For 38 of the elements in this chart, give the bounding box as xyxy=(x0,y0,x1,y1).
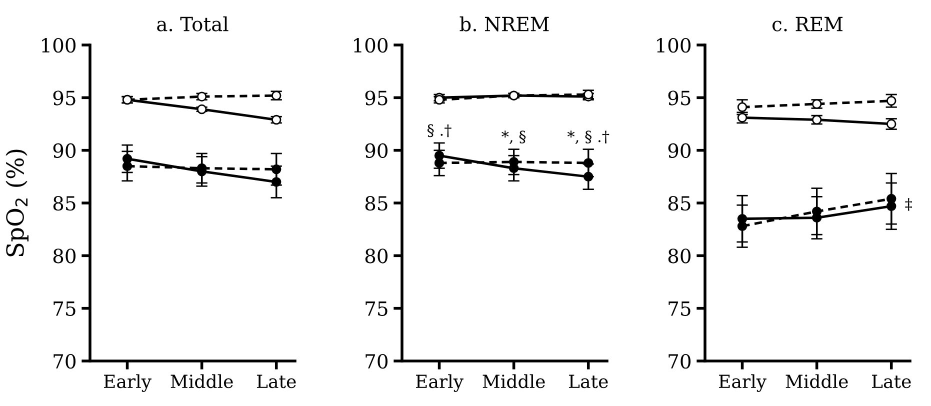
y-axis-title: SpO$_{2}$ (%) xyxy=(6,150,29,256)
y-tick-label: 85 xyxy=(53,196,76,211)
y-tick-label: 85 xyxy=(668,196,690,211)
y-tick-label: 70 xyxy=(668,354,691,369)
y-tick-label: 85 xyxy=(365,196,388,211)
annotation: ‡ xyxy=(905,198,912,211)
annotation: § .† xyxy=(427,124,452,138)
y-tick-label: 90 xyxy=(53,143,76,158)
y-tick-label: 75 xyxy=(54,302,76,316)
x-tick-label: Late xyxy=(872,374,911,388)
y-tick-label: 90 xyxy=(365,143,388,158)
y-tick-label: 100 xyxy=(657,38,691,53)
x-tick-label: Late xyxy=(569,374,608,388)
y-tick-label: 90 xyxy=(668,143,691,158)
chart-title: c. REM xyxy=(772,16,843,32)
y-tick-label: 100 xyxy=(42,38,76,53)
y-tick-label: 75 xyxy=(668,302,690,316)
chart-title: a. Total xyxy=(157,16,228,32)
y-tick-label: 100 xyxy=(354,38,388,53)
x-tick-label: Middle xyxy=(482,374,545,388)
x-tick-label: Early xyxy=(416,374,464,392)
x-tick-label: Early xyxy=(718,374,766,392)
x-tick-label: Middle xyxy=(170,374,233,388)
y-tick-label: 75 xyxy=(366,302,388,316)
y-tick-label: 95 xyxy=(53,90,76,106)
annotation: *, § .† xyxy=(567,130,610,144)
annotation: *, § xyxy=(502,130,526,144)
x-tick-label: Late xyxy=(257,374,296,388)
y-tick-label: 95 xyxy=(668,90,690,106)
y-tick-label: 80 xyxy=(53,248,76,264)
y-tick-label: 80 xyxy=(668,248,691,264)
y-tick-label: 70 xyxy=(366,354,388,369)
x-tick-label: Middle xyxy=(786,374,848,388)
y-tick-label: 95 xyxy=(365,90,388,106)
chart-title: b. NREM xyxy=(460,16,549,32)
y-tick-label: 80 xyxy=(365,248,388,264)
y-tick-label: 70 xyxy=(54,354,76,369)
x-tick-label: Early xyxy=(104,374,152,392)
